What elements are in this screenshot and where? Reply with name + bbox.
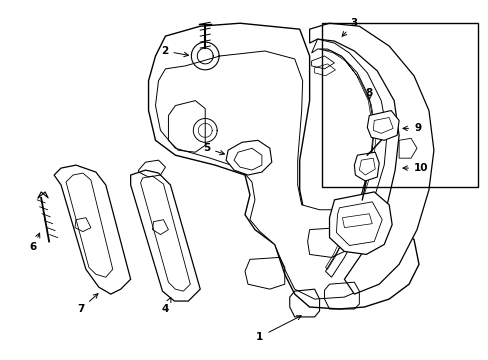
PathPatch shape bbox=[148, 23, 418, 309]
PathPatch shape bbox=[366, 111, 398, 140]
PathPatch shape bbox=[155, 51, 398, 299]
Text: 4: 4 bbox=[162, 298, 171, 314]
Text: 7: 7 bbox=[77, 294, 98, 314]
PathPatch shape bbox=[54, 165, 130, 294]
PathPatch shape bbox=[309, 23, 433, 294]
Text: 8: 8 bbox=[365, 88, 372, 100]
Text: 9: 9 bbox=[402, 123, 420, 134]
Text: 1: 1 bbox=[256, 316, 301, 342]
Text: 3: 3 bbox=[342, 18, 357, 36]
Text: 10: 10 bbox=[402, 163, 427, 173]
PathPatch shape bbox=[130, 170, 200, 301]
PathPatch shape bbox=[311, 39, 386, 277]
Bar bbox=[322, 23, 477, 187]
PathPatch shape bbox=[354, 152, 379, 181]
Text: 2: 2 bbox=[161, 46, 188, 57]
PathPatch shape bbox=[329, 192, 391, 255]
Text: 5: 5 bbox=[203, 143, 224, 155]
PathPatch shape bbox=[225, 140, 271, 175]
Text: 6: 6 bbox=[29, 233, 40, 252]
